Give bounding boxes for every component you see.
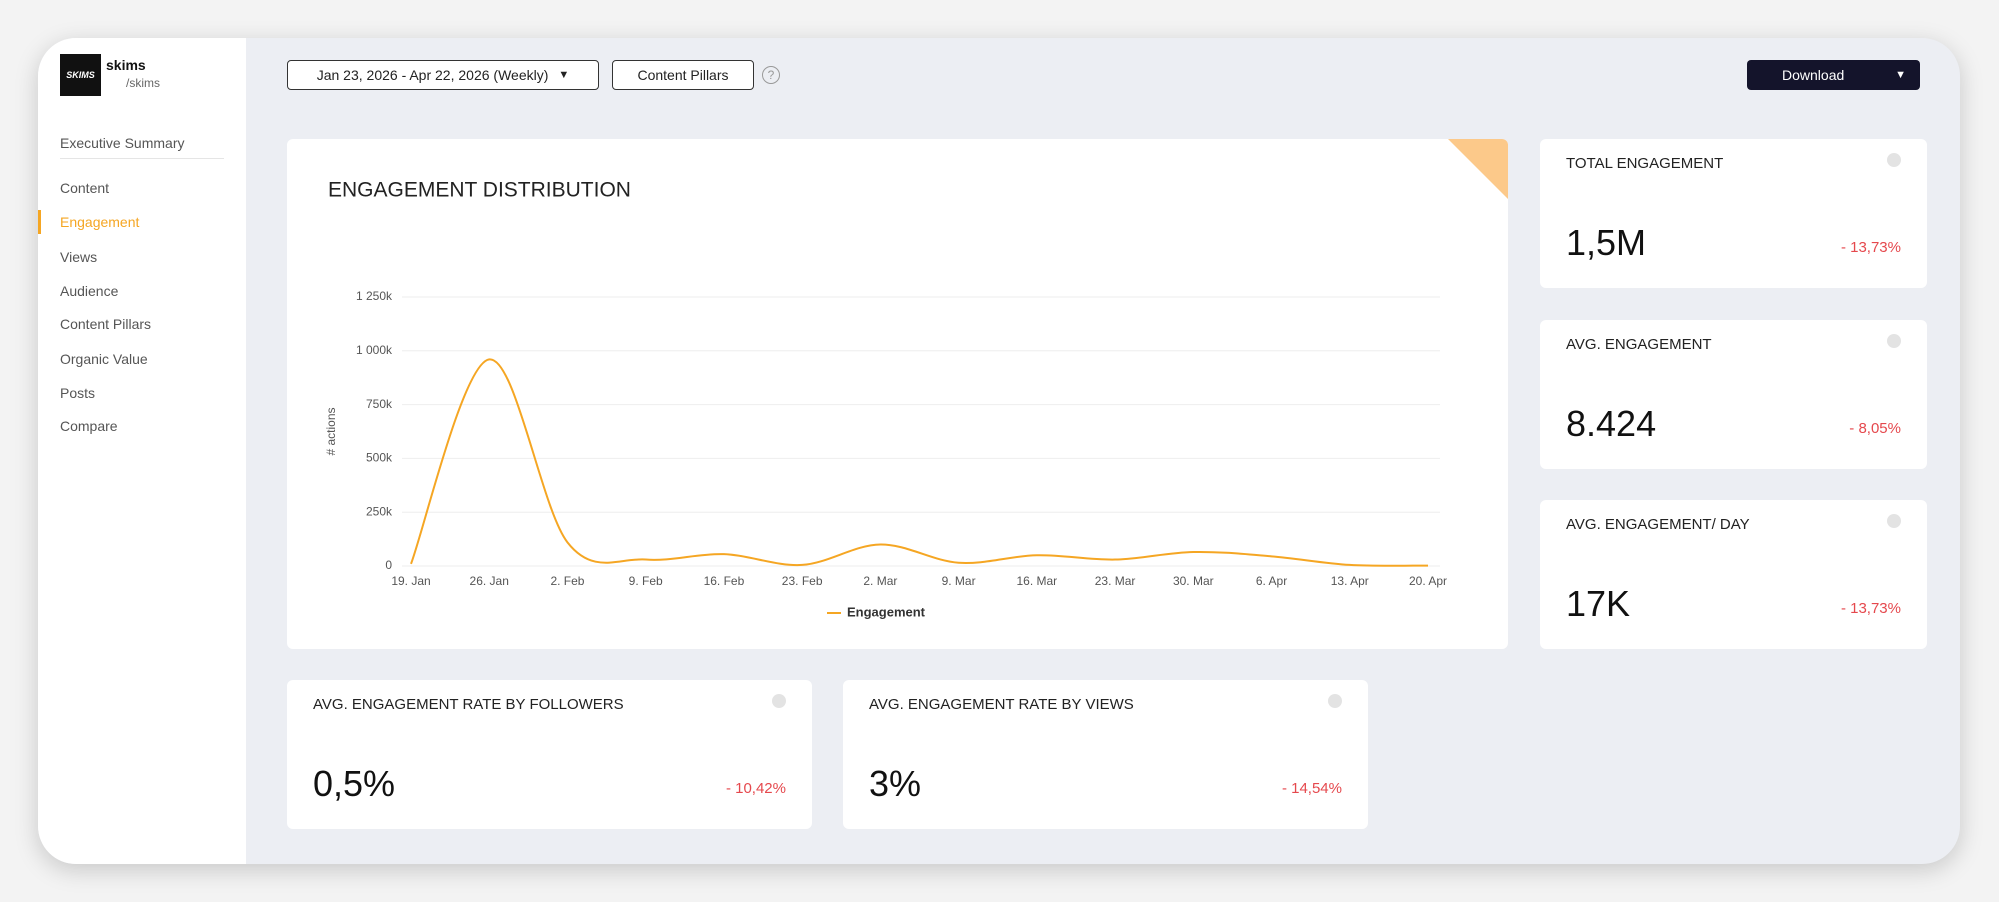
x-tick-label: 23. Feb <box>782 574 823 588</box>
nav-item[interactable]: Content Pillars <box>60 316 152 332</box>
kpi-title: AVG. ENGAGEMENT RATE BY VIEWS <box>869 696 1134 713</box>
download-button[interactable]: Download ▼ <box>1747 60 1920 90</box>
x-tick-label: 2. Feb <box>550 574 584 588</box>
filter-button[interactable]: Content Pillars <box>612 60 754 90</box>
account-logo: SKIMS <box>60 54 101 96</box>
kpi-title: TOTAL ENGAGEMENT <box>1566 155 1724 172</box>
kpi-value: 1,5M <box>1566 222 1647 263</box>
kpi-card: TOTAL ENGAGEMENT 1,5M - 13,73% <box>1540 139 1927 288</box>
kpi-card: AVG. ENGAGEMENT RATE BY VIEWS 3% - 14,54% <box>843 680 1368 829</box>
kpi-value: 0,5% <box>313 763 396 804</box>
x-tick-label: 9. Feb <box>629 574 663 588</box>
nav-item[interactable]: Audience <box>60 283 119 299</box>
x-tick-label: 2. Mar <box>863 574 897 588</box>
app-frame: SKIMS skims /skims Executive Summary Cont… <box>38 38 1960 864</box>
x-tick-label: 6. Apr <box>1256 574 1287 588</box>
divider <box>60 158 224 159</box>
chart-card: ENGAGEMENT DISTRIBUTION 0 250k 500k 750k 1 0… <box>287 139 1508 649</box>
info-icon <box>1887 334 1901 348</box>
chart: ENGAGEMENT DISTRIBUTION 0 250k 500k 750k 1 0… <box>324 139 1508 619</box>
x-tick-label: 16. Mar <box>1017 574 1058 588</box>
y-tick-label: 1 000k <box>356 343 393 357</box>
kpi-change: - 8,05% <box>1849 420 1901 437</box>
active-indicator <box>38 210 41 234</box>
dropdown-arrow: ▼ <box>558 69 570 81</box>
kpi-value: 3% <box>869 763 922 804</box>
nav-item[interactable]: Executive Summary <box>60 135 185 151</box>
info-icon <box>1887 153 1901 167</box>
y-tick-label: 1 250k <box>356 289 393 303</box>
x-tick-label: 16. Feb <box>704 574 745 588</box>
y-tick-label: 500k <box>366 451 393 465</box>
kpi-card: AVG. ENGAGEMENT 8.424 - 8,05% <box>1540 320 1927 469</box>
date-range-button[interactable]: Jan 23, 2026 - Apr 22, 2026 (Weekly) ▼ <box>287 60 599 90</box>
date-range: Jan 23, 2026 - Apr 22, 2026 (Weekly) <box>316 67 549 83</box>
info-icon <box>1328 694 1342 708</box>
y-axis-label: # actions <box>324 407 338 455</box>
kpi-value: 17K <box>1566 583 1631 624</box>
sidebar: SKIMS skims /skims Executive Summary Cont… <box>38 38 246 864</box>
dropdown-arrow: ▼ <box>1895 69 1906 81</box>
info-icon <box>772 694 786 708</box>
info-icon <box>1887 514 1901 528</box>
y-tick-label: 250k <box>366 504 393 518</box>
kpi-change: - 13,73% <box>1840 239 1901 256</box>
nav-item[interactable]: Organic Value <box>60 351 148 367</box>
chart-title: ENGAGEMENT DISTRIBUTION <box>328 179 631 202</box>
x-tick-label: 13. Apr <box>1331 574 1369 588</box>
nav-item[interactable]: Posts <box>60 385 96 401</box>
x-tick-label: 30. Mar <box>1173 574 1214 588</box>
x-tick-label: 9. Mar <box>942 574 976 588</box>
kpi-change: - 13,73% <box>1840 600 1901 617</box>
kpi-card: AVG. ENGAGEMENT/ DAY 17K - 13,73% <box>1540 500 1927 649</box>
kpi-change: - 10,42% <box>725 780 786 797</box>
account-name: skims <box>106 57 146 73</box>
kpi-title: AVG. ENGAGEMENT/ DAY <box>1566 516 1750 533</box>
nav-item[interactable]: Content <box>60 180 110 196</box>
x-tick-label: 20. Apr <box>1409 574 1447 588</box>
kpi-change: - 14,54% <box>1281 780 1342 797</box>
filter-label: Content Pillars <box>637 67 729 83</box>
x-tick-label: 26. Jan <box>470 574 509 588</box>
x-tick-label: 19. Jan <box>391 574 430 588</box>
download-label: Download <box>1782 67 1845 83</box>
nav-item[interactable]: Compare <box>60 418 118 434</box>
search-corner[interactable] <box>1448 139 1508 199</box>
nav-item[interactable]: Engagement <box>60 214 140 230</box>
kpi-value: 8.424 <box>1566 403 1657 444</box>
kpi-title: AVG. ENGAGEMENT RATE BY FOLLOWERS <box>313 696 624 713</box>
kpi-card: AVG. ENGAGEMENT RATE BY FOLLOWERS 0,5% - 1… <box>287 680 812 829</box>
nav-item[interactable]: Views <box>60 249 98 265</box>
y-tick-label: 750k <box>366 397 393 411</box>
x-tick-label: 23. Mar <box>1095 574 1136 588</box>
kpi-title: AVG. ENGAGEMENT <box>1566 336 1712 353</box>
help-icon[interactable]: ? <box>762 66 780 84</box>
account-handle: /skims <box>126 76 160 90</box>
y-tick-label: 0 <box>385 558 392 572</box>
legend-label: Engagement <box>847 604 926 619</box>
line <box>410 358 1429 567</box>
